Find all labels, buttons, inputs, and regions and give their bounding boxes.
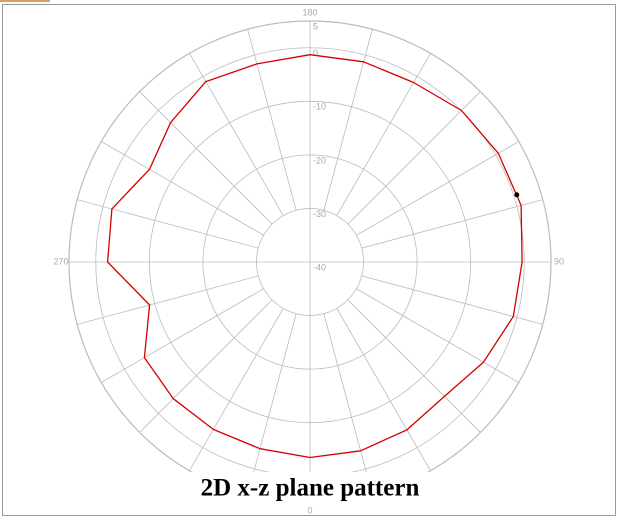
r-tick-label: -30	[313, 209, 326, 219]
theta-tick-label: 0	[307, 505, 312, 515]
grid-spoke	[189, 53, 284, 216]
grid-spoke	[247, 29, 297, 211]
theta-tick-label: 180	[302, 7, 317, 17]
grid-spoke	[361, 199, 543, 249]
theta-tick-label: 90	[554, 256, 564, 266]
r-tick-label: 5	[313, 21, 318, 31]
title-backdrop	[175, 472, 445, 506]
grid-spoke	[77, 199, 259, 249]
grid-spoke	[77, 275, 259, 325]
grid-spoke	[101, 288, 264, 383]
grid-spoke	[347, 91, 481, 225]
grid-spoke	[323, 313, 373, 495]
grid-spoke	[247, 313, 297, 495]
frame	[2, 4, 616, 516]
r-tick-label: -40	[313, 262, 326, 272]
grid-spoke	[323, 29, 373, 211]
grid-spoke	[336, 308, 431, 471]
grid-spoke	[336, 53, 431, 216]
grid-spoke	[356, 288, 519, 383]
theta-tick-label: 270	[53, 256, 68, 266]
grid-spoke	[347, 299, 481, 433]
grid-spoke	[189, 308, 284, 471]
r-tick-label: -20	[313, 155, 326, 165]
grid-spoke	[139, 299, 273, 433]
grid-spoke	[361, 275, 543, 325]
grid-spoke	[139, 91, 273, 225]
grid-spoke	[356, 141, 519, 236]
pattern-line	[106, 54, 523, 459]
polar-grid: 5 0 -10 -20 -30 -40 0 90 180 270	[53, 7, 564, 515]
r-tick-label: -10	[313, 102, 326, 112]
chart-title: 2D x-z plane pattern	[201, 475, 420, 502]
r-tick-label: 0	[313, 48, 318, 58]
grid-spoke	[101, 141, 264, 236]
tab-accent	[0, 0, 50, 2]
marker-point	[514, 192, 520, 198]
plot-area	[106, 54, 523, 459]
